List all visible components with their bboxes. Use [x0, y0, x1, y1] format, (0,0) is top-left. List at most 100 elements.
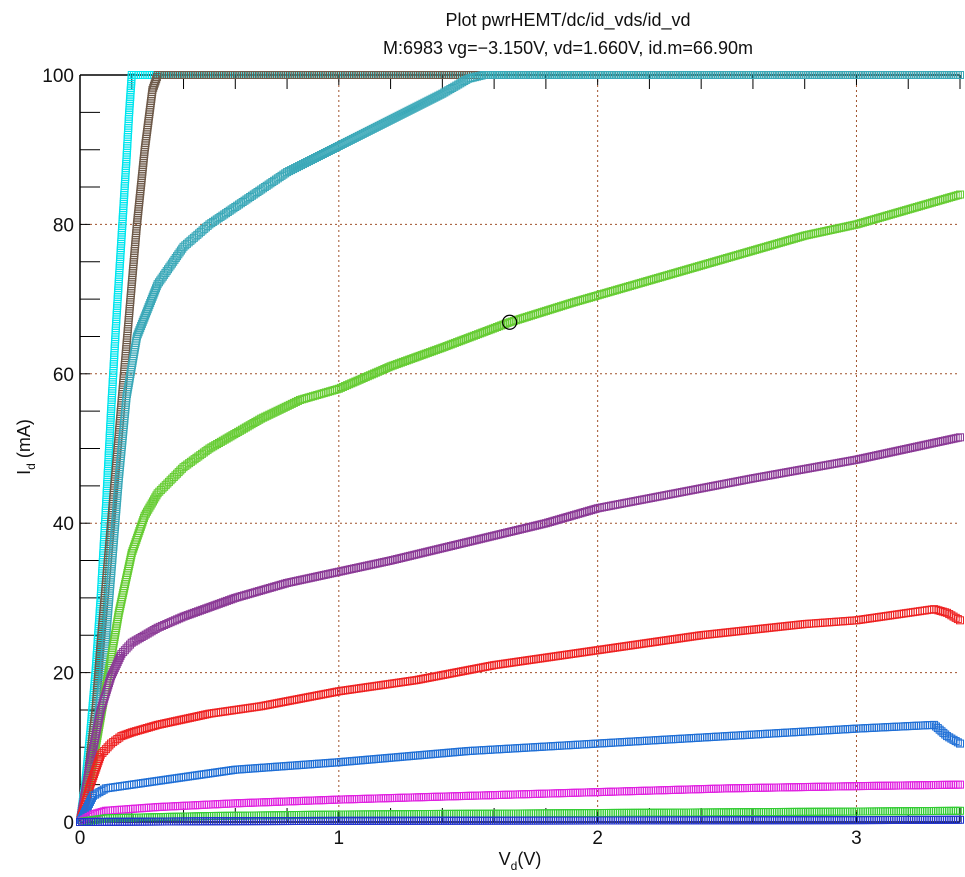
data-point [432, 792, 441, 801]
data-point [934, 606, 943, 615]
data-point [347, 379, 356, 388]
data-point [438, 544, 447, 553]
data-point [940, 194, 949, 203]
data-point [401, 810, 410, 819]
data-point [808, 807, 817, 816]
data-point [111, 736, 120, 745]
data-point [84, 799, 93, 808]
data-point [396, 358, 405, 367]
data-point [638, 736, 647, 745]
data-point [533, 743, 542, 752]
data-point [549, 789, 558, 798]
data-point [122, 153, 131, 162]
data-point [484, 326, 493, 335]
data-point [349, 378, 358, 387]
data-point [246, 764, 255, 773]
data-point [420, 750, 429, 759]
data-point [372, 368, 381, 377]
data-point [442, 543, 451, 552]
data-point [701, 630, 710, 639]
data-point [474, 816, 483, 825]
data-point [774, 729, 783, 738]
data-point [195, 801, 204, 810]
data-point [883, 723, 892, 732]
data-point [739, 808, 748, 817]
data-point [94, 757, 103, 766]
data-point [113, 658, 122, 667]
data-point [298, 395, 307, 404]
data-point [679, 808, 688, 817]
data-point [398, 810, 407, 819]
data-point [537, 789, 546, 798]
data-point [401, 357, 410, 366]
data-point [845, 725, 854, 734]
data-point [622, 737, 631, 746]
data-point [733, 808, 742, 817]
data-point [118, 222, 127, 231]
data-point [125, 302, 134, 311]
data-point [546, 305, 555, 314]
data-point [743, 730, 752, 739]
data-point [339, 757, 348, 766]
data-point [870, 723, 879, 732]
data-point [326, 758, 335, 767]
data-point [483, 533, 492, 542]
data-point [911, 781, 920, 790]
data-point [106, 578, 115, 587]
data-point [134, 205, 143, 214]
data-point [551, 816, 560, 825]
data-point [435, 749, 444, 758]
data-point [418, 816, 427, 825]
data-point [731, 731, 740, 740]
data-point [883, 781, 892, 790]
data-point [689, 785, 698, 794]
data-point [405, 816, 414, 825]
data-point [536, 809, 545, 818]
data-point [110, 348, 119, 357]
data-point [350, 795, 359, 804]
data-point [841, 807, 850, 816]
data-point [528, 522, 537, 531]
data-point [233, 799, 242, 808]
data-point [110, 806, 119, 815]
data-point [114, 286, 123, 295]
data-point [573, 809, 582, 818]
data-point [737, 808, 746, 817]
data-point [390, 793, 399, 802]
data-point [343, 795, 352, 804]
data-point [500, 529, 509, 538]
data-point [787, 783, 796, 792]
data-point [656, 273, 665, 282]
data-point [98, 567, 107, 576]
data-point [106, 674, 115, 683]
data-point [366, 794, 375, 803]
data-point [119, 202, 128, 211]
data-point [934, 196, 943, 205]
data-point [542, 789, 551, 798]
data-point [611, 808, 620, 817]
data-point [103, 482, 112, 491]
data-point [609, 816, 618, 825]
data-point [951, 737, 960, 746]
data-point [779, 807, 788, 816]
data-point [446, 340, 455, 349]
data-point [656, 786, 665, 795]
data-point [492, 531, 501, 540]
data-point [486, 325, 495, 334]
data-point [702, 784, 711, 793]
data-point [119, 195, 128, 204]
data-point [98, 560, 107, 569]
data-point [126, 289, 135, 298]
data-point [142, 724, 151, 733]
data-point [261, 412, 270, 421]
data-point [137, 321, 146, 330]
data-point [471, 809, 480, 818]
data-point [310, 759, 319, 768]
data-point [361, 810, 370, 819]
data-point [472, 535, 481, 544]
data-point [482, 746, 491, 755]
data-point [363, 794, 372, 803]
data-point [229, 799, 238, 808]
data-point [136, 324, 145, 333]
data-point [126, 92, 135, 101]
